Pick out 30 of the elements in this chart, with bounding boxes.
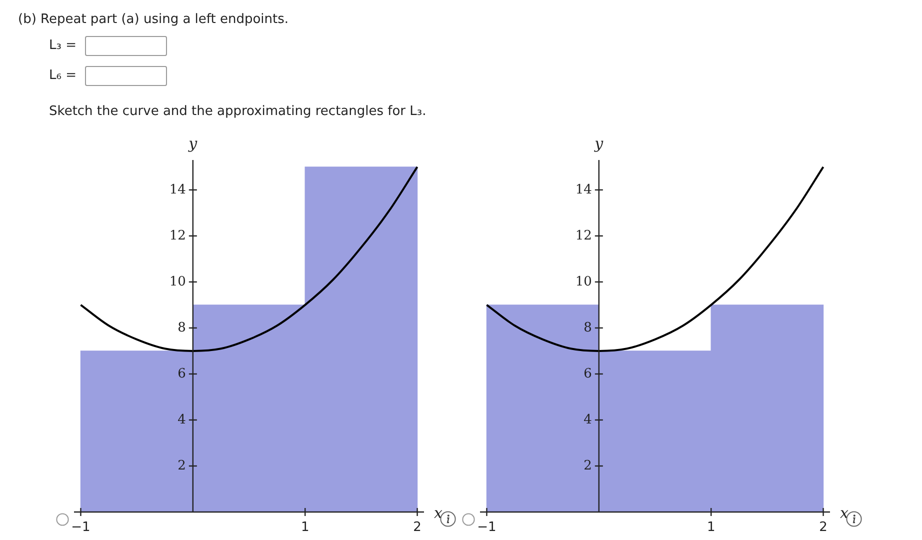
y-tick-label: 10	[169, 274, 186, 290]
y-tick-label: 10	[575, 274, 592, 290]
line-series	[486, 166, 824, 352]
y-axis-title: y	[594, 134, 604, 152]
x-axis-title: x	[840, 504, 849, 522]
y-tick-label: 12	[575, 228, 592, 244]
x-tick-label: 1	[706, 520, 716, 535]
y-tick-label: 4	[178, 412, 186, 428]
y-tick-label: 4	[584, 412, 592, 428]
y-tick-label: 2	[178, 458, 186, 474]
text: Sketch the curve and the approximating rectangles for L₃.	[49, 104, 426, 119]
x-tick-label: −1	[71, 520, 90, 535]
y-tick-label: 14	[169, 182, 186, 198]
y-tick-label: 8	[584, 320, 592, 336]
y-axis-title: y	[188, 134, 198, 152]
x-tick-label: 2	[413, 520, 422, 535]
line-series	[80, 166, 418, 352]
y-tick-label: 6	[584, 366, 592, 382]
y-tick-label: 8	[178, 320, 186, 336]
x-axis-title: x	[434, 504, 443, 522]
text: L₆ =	[49, 68, 76, 83]
y-tick-label: 6	[178, 366, 186, 382]
y-tick-label: 12	[169, 228, 186, 244]
x-tick-label: −1	[477, 520, 496, 535]
text: (b) Repeat part (a) using a left endpoints.	[18, 12, 289, 27]
y-tick-label: 14	[575, 182, 592, 198]
x-tick-label: 2	[819, 520, 828, 535]
x-tick-label: 1	[300, 520, 310, 535]
text: L₃ =	[49, 38, 76, 53]
y-tick-label: 2	[584, 458, 592, 474]
